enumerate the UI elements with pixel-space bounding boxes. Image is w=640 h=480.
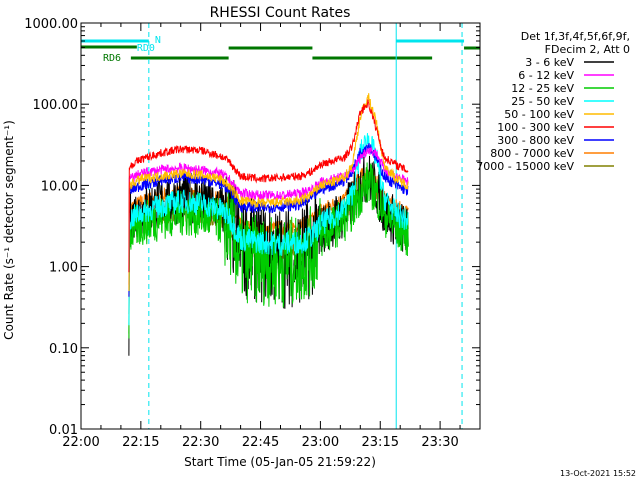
legend-label: 25 - 50 keV [511, 95, 574, 108]
x-tick-label: 22:30 [182, 435, 219, 450]
legend-label: 3 - 6 keV [525, 56, 574, 69]
x-axis-label: Start Time (05-Jan-05 21:59:22) [184, 455, 376, 469]
footer-date: 13-Oct-2021 15:52 [560, 469, 636, 478]
y-tick-label: 100.00 [33, 98, 79, 113]
legend-label: 6 - 12 keV [518, 69, 574, 82]
y-tick-label: 0.01 [49, 423, 78, 438]
legend-label: 50 - 100 keV [504, 108, 574, 121]
y-tick-label: 0.10 [49, 342, 78, 357]
legend: Det 1f,3f,4f,5f,6f,9f, FDecim 2, Att 0 3… [476, 30, 630, 173]
legend-label: 300 - 800 keV [497, 134, 574, 147]
legend-header-line-1: Det 1f,3f,4f,5f,6f,9f, [521, 30, 630, 43]
legend-label: 100 - 300 keV [497, 121, 574, 134]
x-tick-label: 22:45 [242, 435, 279, 450]
x-tick-label: 22:00 [62, 435, 99, 450]
series-line [128, 133, 409, 326]
legend-label: 800 - 7000 keV [490, 147, 574, 160]
state-bar-label: RD0 [137, 43, 155, 54]
state-bar-label: RD6 [103, 53, 121, 64]
state-bar-label: N [155, 35, 161, 46]
y-tick-label: 1000.00 [24, 17, 78, 32]
chart-title: RHESSI Count Rates [210, 5, 351, 21]
x-tick-label: 23:00 [302, 435, 339, 450]
series-line [128, 99, 409, 273]
series-line [128, 143, 409, 297]
series-group [128, 93, 409, 356]
x-tick-label: 22:15 [122, 435, 159, 450]
legend-header-line-2: FDecim 2, Att 0 [545, 43, 630, 56]
y-axis-label: Count Rate (s⁻¹ detector segment⁻¹) [2, 120, 16, 340]
series-line [128, 147, 409, 285]
x-tick-label: 23:30 [421, 435, 458, 450]
x-tick-label: 23:15 [362, 435, 399, 450]
legend-label: 7000 - 15000 keV [476, 160, 574, 173]
series-line [128, 93, 409, 292]
y-tick-label: 10.00 [41, 179, 78, 194]
axes: 0.01 0.10 1.00 10.00 100.00 1000.00 22:00 22:15… [24, 17, 481, 450]
legend-label: 12 - 25 keV [511, 82, 574, 95]
y-tick-label: 1.00 [49, 261, 78, 276]
